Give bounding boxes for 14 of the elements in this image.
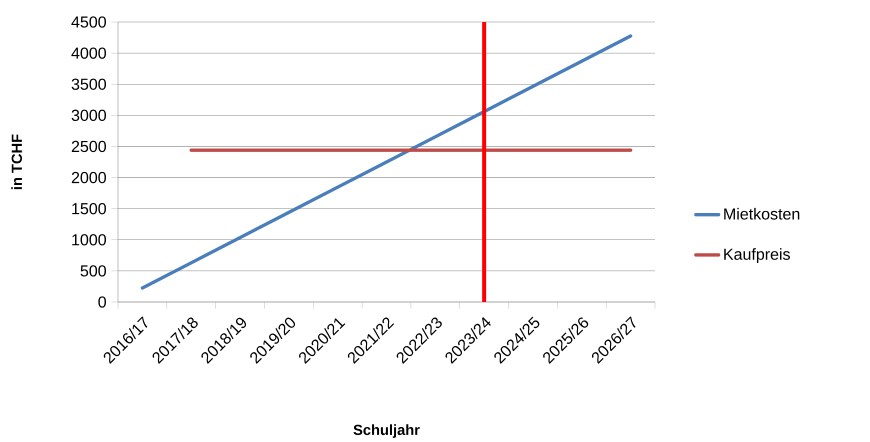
y-tick-label: 0 [98,296,106,308]
y-tick-label: 4500 [71,16,106,28]
y-tick-label: 1000 [72,234,106,246]
x-axis-title: Schuljahr [354,424,420,438]
y-tick-label: 1500 [72,202,106,214]
y-tick-label: 3500 [72,78,106,90]
legend-label: Mietkosten [724,208,800,220]
y-tick-label: 3000 [72,109,106,121]
y-tick-label: 2500 [72,140,106,152]
legend-label: Kaufpreis [724,248,790,263]
y-tick-label: 500 [80,265,106,276]
y-axis-title: in TCHF [11,134,22,189]
y-tick-label: 2000 [72,172,106,184]
y-tick-label: 4000 [71,47,106,59]
